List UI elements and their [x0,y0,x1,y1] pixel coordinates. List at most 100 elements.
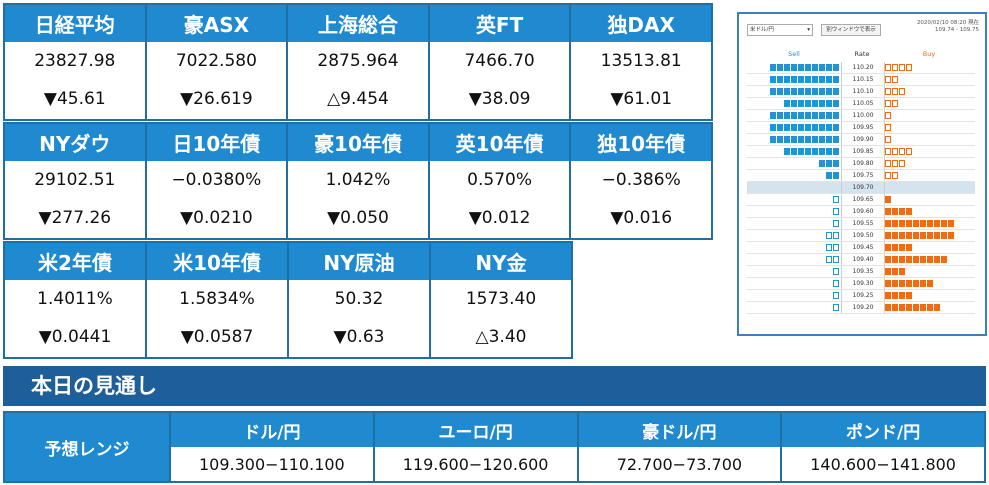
buy-order-block [913,304,919,311]
sell-order-block [826,172,832,179]
market-cell: NY金 1573.40 △3.40 [431,243,571,357]
sell-order-block [826,136,832,143]
market-change: ▼0.012 [468,208,531,228]
buy-volume [885,100,898,108]
buy-volume [885,256,947,264]
sell-order-block [805,124,811,131]
market-name: 日経平均 [5,5,145,42]
sell-order-block [791,124,797,131]
buy-volume [885,244,912,252]
order-board: 米ドル/円 ▾ 別ウィンドウで表示 2020/02/10 08:20 現在 10… [737,12,987,336]
order-board-rows: 110.20 110.15 110.10 110.05 110.00 109.95 109.… [747,62,975,314]
sell-order-block [805,112,811,119]
rate-value: 109.30 [841,278,885,289]
rate-value: 109.45 [841,242,885,253]
sell-order-block [798,124,804,131]
sell-order-block [812,112,818,119]
buy-order-outline-block [885,100,891,107]
buy-order-block [948,220,954,227]
market-change: ▼277.26 [38,208,112,228]
sell-order-block [791,136,797,143]
buy-order-outline-block [885,64,891,71]
sell-volume [826,232,839,240]
buy-order-block [927,220,933,227]
sell-order-block [812,148,818,155]
market-cell: NYダウ 29102.51 ▼277.26 [5,124,145,238]
buy-volume [885,292,912,300]
buy-order-block [899,280,905,287]
rate-value: 109.25 [841,290,885,301]
buy-order-block [892,232,898,239]
buy-order-block [885,208,891,215]
market-change: ▼45.61 [43,89,106,109]
rate-value: 109.20 [841,302,885,313]
buy-order-block [885,280,891,287]
sell-order-block [819,148,825,155]
order-board-row: 109.55 [747,218,975,230]
market-value: 23827.98 [34,51,116,71]
buy-order-block [899,292,905,299]
buy-order-block [899,244,905,251]
timestamp-text: 2020/02/10 08:20 現在 [916,20,979,26]
sell-order-block [784,88,790,95]
sell-volume [833,268,839,276]
market-table-row3: 米2年債 1.4011% ▼0.0441 米10年債 1.5834% ▼0.0587 NY原… [3,241,573,359]
sell-order-block [833,172,839,179]
sell-order-block [833,100,839,107]
outlook-pair-range: 72.700−73.700 [616,454,743,474]
sell-volume [833,196,839,204]
market-change: ▼0.0441 [38,327,112,347]
outlook-pair-cell: ドル/円 109.300−110.100 [171,413,373,481]
sell-order-block [833,88,839,95]
buy-order-block [913,256,919,263]
buy-order-block [948,232,954,239]
sell-order-block [826,76,832,83]
sell-order-block [819,100,825,107]
outlook-pair-name: 豪ドル/円 [578,413,781,447]
bid-ask-text: 109.74 - 109.75 [935,27,979,33]
buy-order-block [934,220,940,227]
order-board-row: 109.90 [747,134,975,146]
rate-value: 109.50 [841,230,885,241]
outlook-pair-name: ユーロ/円 [374,413,577,447]
market-cell: 独10年債 −0.386% ▼0.016 [571,124,711,238]
market-name: NYダウ [5,124,145,161]
market-name: 豪10年債 [288,124,428,161]
buy-order-outline-block [892,88,898,95]
buy-volume [885,136,891,144]
sell-order-outline-block [833,196,839,203]
market-name: NY原油 [289,243,429,280]
sell-order-block [777,64,783,71]
market-value: 0.570% [467,170,532,190]
buy-order-block [913,280,919,287]
sell-volume [826,256,839,264]
sell-order-block [833,124,839,131]
market-cell: 日10年債 −0.0380% ▼0.0210 [146,124,287,238]
buy-volume [885,64,912,72]
market-table-row2: NYダウ 29102.51 ▼277.26 日10年債 −0.0380% ▼0.0210 豪… [3,122,713,240]
buy-order-block [899,232,905,239]
buy-order-block [892,244,898,251]
buy-order-block [885,220,891,227]
order-board-row: 109.50 [747,230,975,242]
market-value: 1.5834% [179,289,255,309]
market-cell: 豪10年債 1.042% ▼0.050 [288,124,428,238]
sell-volume [833,208,839,216]
buy-order-outline-block [892,64,898,71]
currency-pair-select[interactable]: 米ドル/円 ▾ [747,24,813,36]
sell-volume [833,280,839,288]
open-window-button[interactable]: 別ウィンドウで表示 [821,24,881,36]
rate-value: 109.75 [841,170,885,181]
market-value: 7022.580 [175,51,257,71]
sell-order-block [805,88,811,95]
buy-volume [885,208,912,216]
market-value: 1.4011% [37,289,113,309]
market-name: 独10年債 [571,124,711,161]
buy-order-block [906,304,912,311]
buy-order-outline-block [885,88,891,95]
chevron-down-icon: ▾ [807,27,810,33]
sell-order-block [812,136,818,143]
sell-volume [833,220,839,228]
order-board-row: 109.95 [747,122,975,134]
market-value: 1.042% [325,170,391,190]
